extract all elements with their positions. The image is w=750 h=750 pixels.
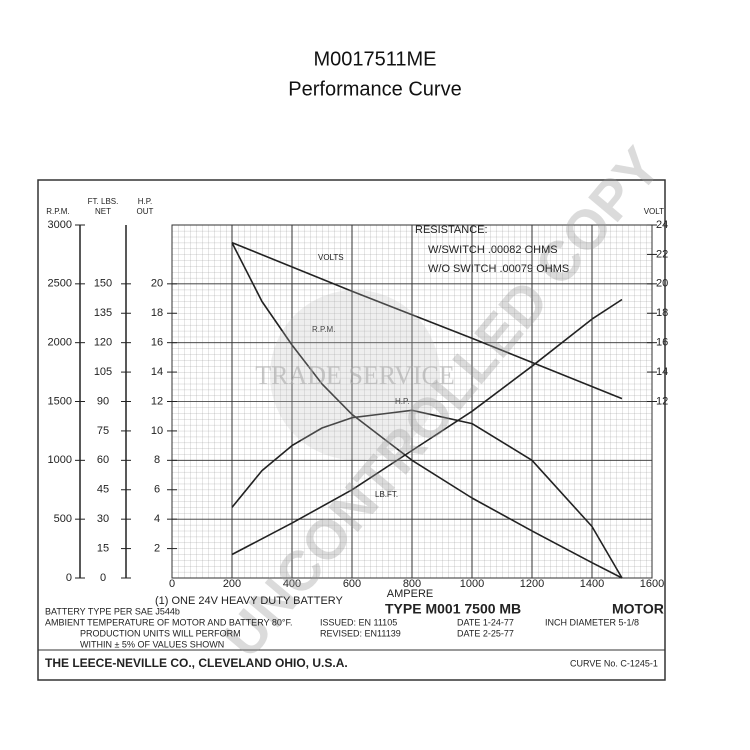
x-tick-label: 400 — [283, 578, 301, 590]
ftlbs-tick-label: 105 — [94, 366, 112, 378]
ftlbs-tick-label: 120 — [94, 337, 112, 349]
hp-tick-label: 10 — [151, 425, 163, 437]
rpm-tick-label: 0 — [66, 572, 72, 584]
logo-circle — [270, 290, 440, 460]
footer-text: REVISED: EN11139 — [320, 628, 401, 638]
series-label: LB.FT. — [375, 490, 398, 499]
rpm-tick-label: 2500 — [48, 278, 72, 290]
hp-tick-label: 8 — [154, 454, 160, 466]
ftlbs-tick-label: 45 — [97, 484, 109, 496]
rpm-tick-label: 500 — [54, 513, 72, 525]
x-tick-label: 600 — [343, 578, 361, 590]
x-tick-label: 1000 — [460, 578, 484, 590]
hp-tick-label: 16 — [151, 337, 163, 349]
rpm-tick-label: 1500 — [48, 395, 72, 407]
hp-tick-label: 4 — [154, 513, 160, 525]
hp-tick-label: 6 — [154, 484, 160, 496]
footer-text: DATE 2-25-77 — [457, 628, 514, 638]
axis-label: VOLT — [644, 207, 664, 216]
logo-text: TRADE SERVICE — [255, 361, 454, 390]
series-line — [231, 409, 623, 579]
annotation: RESISTANCE: — [415, 224, 488, 236]
volt-tick-label: 14 — [656, 366, 668, 378]
axis-label: FT. LBS. — [88, 197, 119, 206]
x-tick-label: 1400 — [580, 578, 604, 590]
axis-label: OUT — [137, 207, 154, 216]
series-label: R.P.M. — [312, 325, 335, 334]
company: THE LEECE-NEVILLE CO., CLEVELAND OHIO, U… — [45, 656, 348, 670]
x-tick-label: 200 — [223, 578, 241, 590]
footer-text: DATE 1-24-77 — [457, 617, 514, 627]
volt-tick-label: 22 — [656, 248, 668, 260]
ftlbs-tick-label: 75 — [97, 425, 109, 437]
series-line — [231, 242, 623, 579]
x-tick-label: 0 — [169, 578, 175, 590]
x-tick-label: 1200 — [520, 578, 544, 590]
title: M0017511ME — [313, 48, 436, 70]
curve-number: CURVE No. C-1245-1 — [570, 658, 658, 668]
volt-tick-label: 18 — [656, 307, 668, 319]
axis-label: NET — [95, 207, 111, 216]
x-tick-label: 800 — [403, 578, 421, 590]
series-line — [231, 298, 623, 556]
series-label: H.P. — [395, 397, 410, 406]
footer-text: (1) ONE 24V HEAVY DUTY BATTERY — [155, 595, 344, 607]
rpm-tick-label: 2000 — [48, 337, 72, 349]
footer-text: BATTERY TYPE PER SAE J544b — [45, 606, 180, 616]
ftlbs-tick-label: 0 — [100, 572, 106, 584]
series-label: VOLTS — [318, 253, 344, 262]
annotation: W/SWITCH .00082 OHMS — [428, 244, 558, 256]
volt-tick-label: 20 — [656, 278, 668, 290]
frame — [37, 179, 666, 681]
x-axis-label: AMPERE — [387, 588, 433, 600]
hp-tick-label: 14 — [151, 366, 163, 378]
footer-text: MOTOR — [612, 601, 664, 617]
hp-tick-label: 18 — [151, 307, 163, 319]
ftlbs-tick-label: 135 — [94, 307, 112, 319]
ftlbs-tick-label: 150 — [94, 278, 112, 290]
series-line — [231, 241, 623, 400]
footer-text: PRODUCTION UNITS WILL PERFORM — [80, 628, 241, 638]
subtitle: Performance Curve — [288, 78, 461, 100]
annotation: W/O SWITCH .00079 OHMS — [428, 263, 569, 275]
ftlbs-tick-label: 90 — [97, 395, 109, 407]
axis-label: H.P. — [138, 197, 153, 206]
rpm-tick-label: 1000 — [48, 454, 72, 466]
footer-text: TYPE M001 7500 MB — [385, 601, 521, 617]
ftlbs-tick-label: 15 — [97, 542, 109, 554]
ftlbs-tick-label: 30 — [97, 513, 109, 525]
hp-tick-label: 2 — [154, 542, 160, 554]
x-tick-label: 1600 — [640, 578, 664, 590]
footer-text: WITHIN ± 5% OF VALUES SHOWN — [80, 639, 224, 649]
footer-text: AMBIENT TEMPERATURE OF MOTOR AND BATTERY… — [45, 617, 292, 627]
volt-tick-label: 24 — [656, 219, 668, 231]
rpm-tick-label: 3000 — [48, 219, 72, 231]
ftlbs-tick-label: 60 — [97, 454, 109, 466]
volt-tick-label: 16 — [656, 337, 668, 349]
volt-tick-label: 12 — [656, 395, 668, 407]
footer-text: ISSUED: EN 11105 — [320, 617, 397, 627]
hp-tick-label: 20 — [151, 278, 163, 290]
footer-text: INCH DIAMETER 5-1/8 — [545, 617, 639, 627]
hp-tick-label: 12 — [151, 395, 163, 407]
axis-label: R.P.M. — [46, 207, 69, 216]
